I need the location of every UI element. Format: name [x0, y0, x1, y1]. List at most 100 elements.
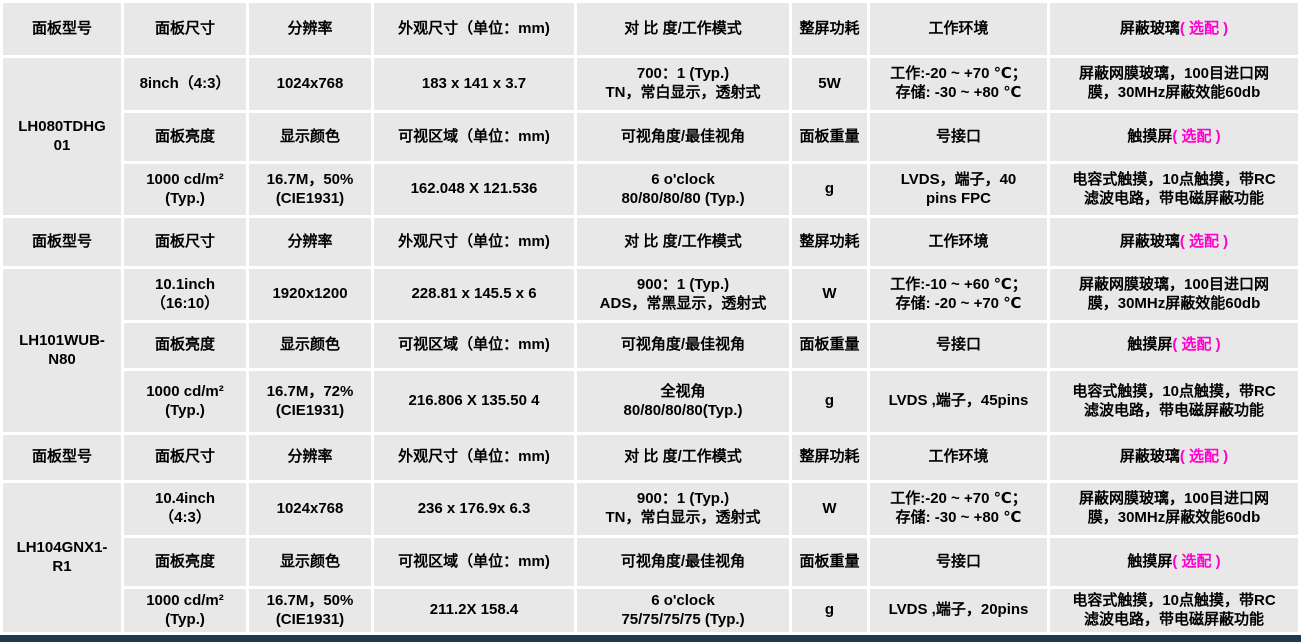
spec-cell: LVDS ,端子，45pins	[870, 371, 1047, 432]
header-label: 整屏功耗	[799, 19, 860, 37]
spec-cell: 900：1 (Typ.) TN，常白显示，透射式	[577, 483, 789, 535]
panel-model-cell: LH101WUB-N80	[3, 269, 121, 432]
header-label: 面板亮度	[154, 336, 215, 354]
spec-cell: 1000 cd/m² (Typ.)	[124, 164, 246, 215]
header-label: 屏蔽玻璃	[1119, 448, 1180, 466]
header-label: 显示颜色	[279, 552, 340, 570]
spec-cell: 屏蔽网膜玻璃，100目进口网 膜，30MHz屏蔽效能60db	[1050, 269, 1298, 320]
column-header: 外观尺寸（单位：mm)	[374, 218, 574, 266]
column-header: 面板型号	[3, 3, 121, 55]
header-label: 显示颜色	[279, 127, 340, 145]
spec-cell: 236 x 176.9x 6.3	[374, 483, 574, 535]
header-label: 外观尺寸（单位：mm)	[398, 448, 550, 466]
column-header: 面板尺寸	[124, 435, 246, 480]
spec-cell: 电容式触摸，10点触摸，带RC 滤波电路，带电磁屏蔽功能	[1050, 371, 1298, 432]
spec-cell: 211.2X 158.4	[374, 589, 574, 632]
optional-accent-label: ( 选配 )	[1172, 336, 1221, 354]
spec-row: LH080TDHG01 8inch（4:3） 1024x768 183 x 141 x…	[3, 58, 1298, 215]
sub-column-header: 显示颜色	[249, 323, 371, 368]
header-label: 面板重量	[799, 336, 860, 354]
header-label: 工作环境	[928, 19, 989, 37]
spec-cell: 屏蔽网膜玻璃，100目进口网 膜，30MHz屏蔽效能60db	[1050, 483, 1298, 535]
header-label: 对 比 度/工作模式	[624, 448, 742, 466]
column-header: 对 比 度/工作模式	[577, 435, 789, 480]
spec-cell: 1000 cd/m² (Typ.)	[124, 589, 246, 632]
spec-cell: 900：1 (Typ.) ADS，常黑显示，透射式	[577, 269, 789, 320]
spec-cell: 电容式触摸，10点触摸，带RC 滤波电路，带电磁屏蔽功能	[1050, 589, 1298, 632]
sub-column-header: 触摸屏( 选配 )	[1050, 323, 1298, 368]
sub-column-header: 显示颜色	[249, 113, 371, 161]
column-header: 工作环境	[870, 218, 1047, 266]
header-label: 屏蔽玻璃	[1119, 19, 1180, 37]
sub-column-header: 可视角度/最佳视角	[577, 113, 789, 161]
spec-cell: 16.7M，72% (CIE1931)	[249, 371, 371, 432]
spec-cell: 电容式触摸，10点触摸，带RC 滤波电路，带电磁屏蔽功能	[1050, 164, 1298, 215]
spec-row: 1000 cd/m² (Typ.) 16.7M，50% (CIE1931) 211.…	[3, 589, 1298, 632]
column-header: 对 比 度/工作模式	[577, 3, 789, 55]
spec-cell: 1920x1200	[249, 269, 371, 320]
header-label: 显示颜色	[279, 336, 340, 354]
column-header: 外观尺寸（单位：mm)	[374, 435, 574, 480]
spec-cell: 10.4inch （4:3）	[124, 483, 246, 535]
header-label: 可视角度/最佳视角	[620, 127, 746, 145]
header-label: 可视区域（单位：mm)	[398, 552, 550, 570]
spec-cell: 162.048 X 121.536	[374, 164, 574, 215]
optional-accent-label: ( 选配 )	[1172, 127, 1221, 145]
sub-column-header: 号接口	[870, 323, 1047, 368]
spec-cell: W	[792, 483, 867, 535]
optional-accent-label: ( 选配 )	[1179, 19, 1229, 37]
column-header-row: 面板型号 面板尺寸 分辨率 外观尺寸（单位：mm) 对 比 度/工作模式 整屏功耗 工作环境…	[3, 435, 1298, 480]
header-label: 触摸屏	[1127, 127, 1173, 145]
column-header: 分辨率	[249, 218, 371, 266]
column-header: 分辨率	[249, 3, 371, 55]
sub-column-header: 显示颜色	[249, 538, 371, 586]
optional-accent-label: ( 选配 )	[1179, 448, 1229, 466]
spec-cell: 工作:-10 ~ +60 ℃； 存储: -20 ~ +70 ℃	[870, 269, 1047, 320]
header-label: 面板重量	[799, 127, 860, 145]
header-label: 分辨率	[287, 19, 333, 37]
panel-model-cell: LH080TDHG01	[3, 58, 121, 215]
sub-column-header: 面板重量	[792, 113, 867, 161]
column-header: 对 比 度/工作模式	[577, 218, 789, 266]
header-label: 可视角度/最佳视角	[620, 552, 746, 570]
spec-cell: 屏蔽网膜玻璃，100目进口网 膜，30MHz屏蔽效能60db	[1050, 58, 1298, 110]
sub-column-header: 号接口	[870, 538, 1047, 586]
spec-cell: 8inch（4:3）	[124, 58, 246, 110]
header-label: 号接口	[935, 336, 981, 354]
column-header: 屏蔽玻璃( 选配 )	[1050, 435, 1298, 480]
sub-column-header: 可视区域（单位：mm)	[374, 323, 574, 368]
optional-accent-label: ( 选配 )	[1179, 232, 1229, 250]
spec-cell: 工作:-20 ~ +70 ℃； 存储: -30 ~ +80 ℃	[870, 483, 1047, 535]
spec-cell: 10.1inch （16:10）	[124, 269, 246, 320]
header-label: 外观尺寸（单位：mm)	[398, 19, 550, 37]
header-label: 触摸屏	[1127, 336, 1173, 354]
header-label: 可视区域（单位：mm)	[398, 127, 550, 145]
column-header: 屏蔽玻璃( 选配 )	[1050, 3, 1298, 55]
spec-cell: W	[792, 269, 867, 320]
spec-cell: g	[792, 164, 867, 215]
header-label: 面板型号	[31, 19, 92, 37]
column-header: 外观尺寸（单位：mm)	[374, 3, 574, 55]
header-label: 工作环境	[928, 232, 989, 250]
header-label: 面板亮度	[154, 552, 215, 570]
spec-cell: 1024x768	[249, 58, 371, 110]
column-header: 工作环境	[870, 3, 1047, 55]
spec-cell: 700：1 (Typ.) TN，常白显示，透射式	[577, 58, 789, 110]
header-label: 整屏功耗	[799, 232, 860, 250]
header-label: 面板尺寸	[154, 448, 215, 466]
header-label: 号接口	[935, 127, 981, 145]
sub-header-row: 面板亮度 显示颜色 可视区域（单位：mm) 可视角度/最佳视角 面板重量 号接口 触摸屏( …	[3, 113, 1298, 161]
spec-cell: LVDS ,端子，20pins	[870, 589, 1047, 632]
spec-cell: 16.7M，50% (CIE1931)	[249, 589, 371, 632]
column-header: 整屏功耗	[792, 3, 867, 55]
spec-cell: LVDS，端子，40 pins FPC	[870, 164, 1047, 215]
header-label: 面板型号	[31, 448, 92, 466]
sub-column-header: 面板亮度	[124, 538, 246, 586]
spec-cell: 6 o'clock 75/75/75/75 (Typ.)	[577, 589, 789, 632]
column-header-row: 面板型号 面板尺寸 分辨率 外观尺寸（单位：mm) 对 比 度/工作模式 整屏功耗 工作环境…	[3, 3, 1298, 55]
sub-column-header: 面板亮度	[124, 113, 246, 161]
header-label: 分辨率	[287, 448, 333, 466]
spec-cell: 5W	[792, 58, 867, 110]
